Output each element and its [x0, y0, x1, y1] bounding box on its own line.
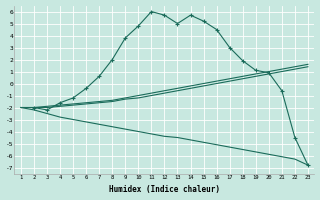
- X-axis label: Humidex (Indice chaleur): Humidex (Indice chaleur): [109, 185, 220, 194]
